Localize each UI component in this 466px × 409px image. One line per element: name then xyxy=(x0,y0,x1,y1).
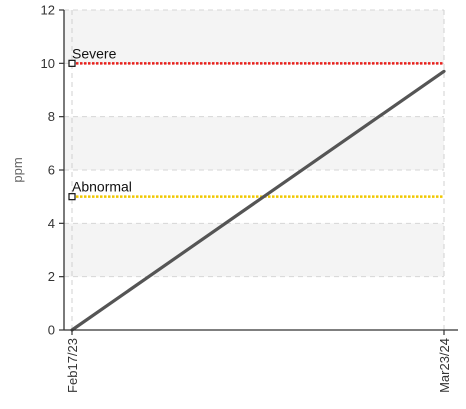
y-tick-label: 6 xyxy=(48,163,55,178)
threshold-lines: Severe Abnormal xyxy=(68,45,444,201)
x-tick-label: Feb17/23 xyxy=(65,338,80,393)
x-tick-label: Mar23/24 xyxy=(437,338,452,393)
threshold-label: Severe xyxy=(72,45,117,61)
y-tick-label: 12 xyxy=(41,3,55,18)
grid-band xyxy=(64,116,444,170)
series-lines xyxy=(70,69,446,332)
gridlines xyxy=(64,9,445,330)
y-ticks: 0 2 4 6 8 10 12 xyxy=(41,3,64,338)
threshold-marker xyxy=(68,193,76,201)
grid-band xyxy=(64,10,444,64)
threshold-label: Abnormal xyxy=(72,179,132,195)
y-tick-label: 0 xyxy=(48,323,55,338)
threshold-marker xyxy=(68,59,76,67)
series-line xyxy=(70,69,446,332)
grid-band xyxy=(64,223,444,277)
y-tick-label: 4 xyxy=(48,216,55,231)
y-tick-label: 2 xyxy=(48,269,55,284)
y-tick-label: 10 xyxy=(41,56,55,71)
y-tick-label: 8 xyxy=(48,109,55,124)
x-ticks: Feb17/23 Mar23/24 xyxy=(65,330,452,393)
y-axis-label: ppm xyxy=(10,157,25,182)
grid-bands xyxy=(64,10,444,277)
